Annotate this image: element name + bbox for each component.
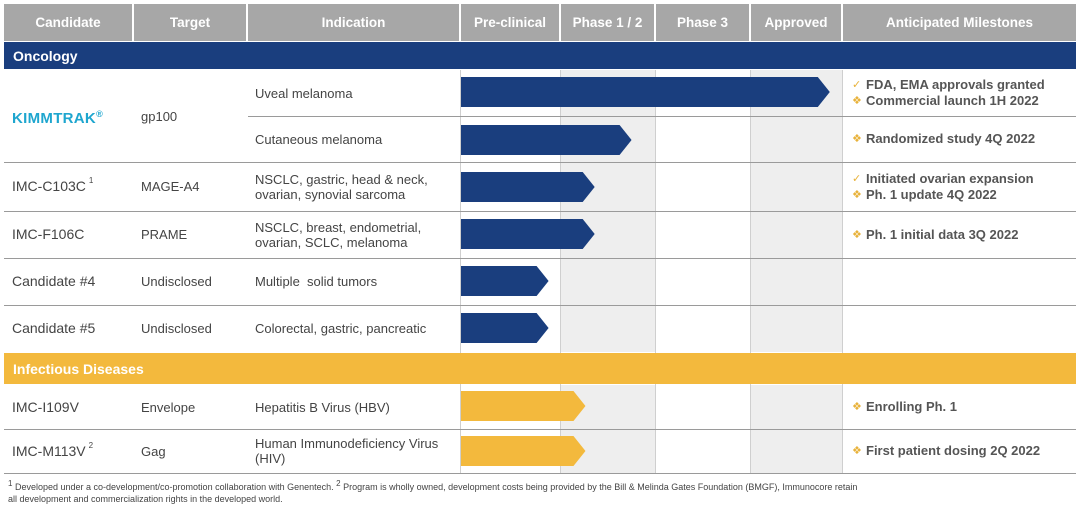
candidate-f106c: IMC-F106C: [12, 226, 85, 242]
target-i109v: Envelope: [141, 399, 196, 415]
indication-cutaneous: Cutaneous melanoma: [255, 131, 383, 147]
row-divider: [4, 211, 1076, 212]
header-candidate: Candidate: [4, 4, 132, 41]
row-divider: [248, 116, 1076, 117]
check-icon: ✓: [852, 79, 862, 91]
row-divider: [4, 473, 1076, 474]
indication-m113v: Human Immunodeficiency Virus (HIV): [255, 436, 439, 466]
milestone-i109v: ❖ Enrolling Ph. 1: [852, 399, 958, 414]
candidate-m113v: IMC-M113V 2: [12, 440, 94, 459]
target-kimmtrak: gp100: [141, 108, 178, 124]
diamond-icon: ❖: [852, 228, 862, 241]
indication-f106c: NSCLC, breast, endometrial, ovarian, SCLC…: [255, 219, 422, 250]
check-icon: ✓: [852, 172, 862, 185]
target-c103c: MAGE-A4: [141, 179, 200, 194]
pipeline-bar: [461, 219, 595, 249]
row-divider: [4, 429, 1076, 430]
divider-pre: [460, 70, 461, 473]
header-milestones: Anticipated Milestones: [843, 4, 1076, 41]
header-phase3: Phase 3: [656, 4, 749, 41]
header-phase12: Phase 1 / 2: [561, 4, 654, 41]
header-indication: Indication: [248, 4, 459, 41]
pipeline-bar: [461, 77, 830, 107]
indication-c5: Colorectal, gastric, pancreatic: [255, 321, 427, 336]
milestone-kimmtrak-1: ✓ FDA, EMA approvals granted ❖ Commercial …: [852, 77, 1045, 108]
candidate-i109v: IMC-I109V: [12, 398, 79, 415]
candidate-c103c: IMC-C103C 1: [12, 176, 94, 194]
candidate-kimmtrak: KIMMTRAK®: [12, 108, 103, 127]
indication-uveal: Uveal melanoma: [255, 85, 353, 101]
row-divider: [4, 162, 1076, 163]
indication-c103c: NSCLC, gastric, head & neck, ovarian, syn…: [255, 171, 428, 202]
milestone-c103c: ✓ Initiated ovarian expansion ❖ Ph. 1 upda…: [852, 170, 1034, 202]
pipeline-bar: [461, 125, 632, 155]
indication-c4: Multiple solid tumors: [255, 274, 378, 289]
footnote: 1 Developed under a co-development/co-pr…: [8, 479, 858, 504]
row-divider: [4, 258, 1076, 259]
diamond-icon: ❖: [852, 401, 862, 413]
divider-ms: [842, 70, 843, 473]
diamond-icon: ❖: [852, 188, 862, 201]
pipeline-bar: [461, 436, 586, 466]
header-target: Target: [134, 4, 246, 41]
pipeline-bar: [461, 172, 595, 202]
section-oncology: Oncology: [4, 42, 1076, 69]
pipeline-bar: [461, 266, 549, 296]
divider-app: [750, 70, 751, 473]
section-infectious: Infectious Diseases: [4, 353, 1076, 384]
divider-p12: [560, 70, 561, 473]
header-approved: Approved: [751, 4, 841, 41]
milestone-kimmtrak-2: ❖ Randomized study 4Q 2022: [852, 131, 1036, 146]
candidate-4: Candidate #4: [12, 273, 96, 289]
milestone-m113v: ❖ First patient dosing 2Q 2022: [852, 443, 1041, 458]
diamond-icon: ❖: [852, 133, 862, 145]
diamond-icon: ❖: [852, 95, 862, 107]
target-f106c: PRAME: [141, 227, 188, 242]
indication-i109v: Hepatitis B Virus (HBV): [255, 399, 390, 415]
pipeline-bar: [461, 313, 549, 343]
target-m113v: Gag: [141, 443, 166, 459]
row-divider: [4, 305, 1076, 306]
target-c5: Undisclosed: [141, 321, 212, 336]
diamond-icon: ❖: [852, 445, 862, 457]
pipeline-bar: [461, 391, 586, 421]
candidate-5: Candidate #5: [12, 320, 96, 336]
header-preclinical: Pre-clinical: [461, 4, 559, 41]
milestone-f106c: ❖ Ph. 1 initial data 3Q 2022: [852, 226, 1019, 242]
divider-p3: [655, 70, 656, 473]
target-c4: Undisclosed: [141, 274, 212, 289]
